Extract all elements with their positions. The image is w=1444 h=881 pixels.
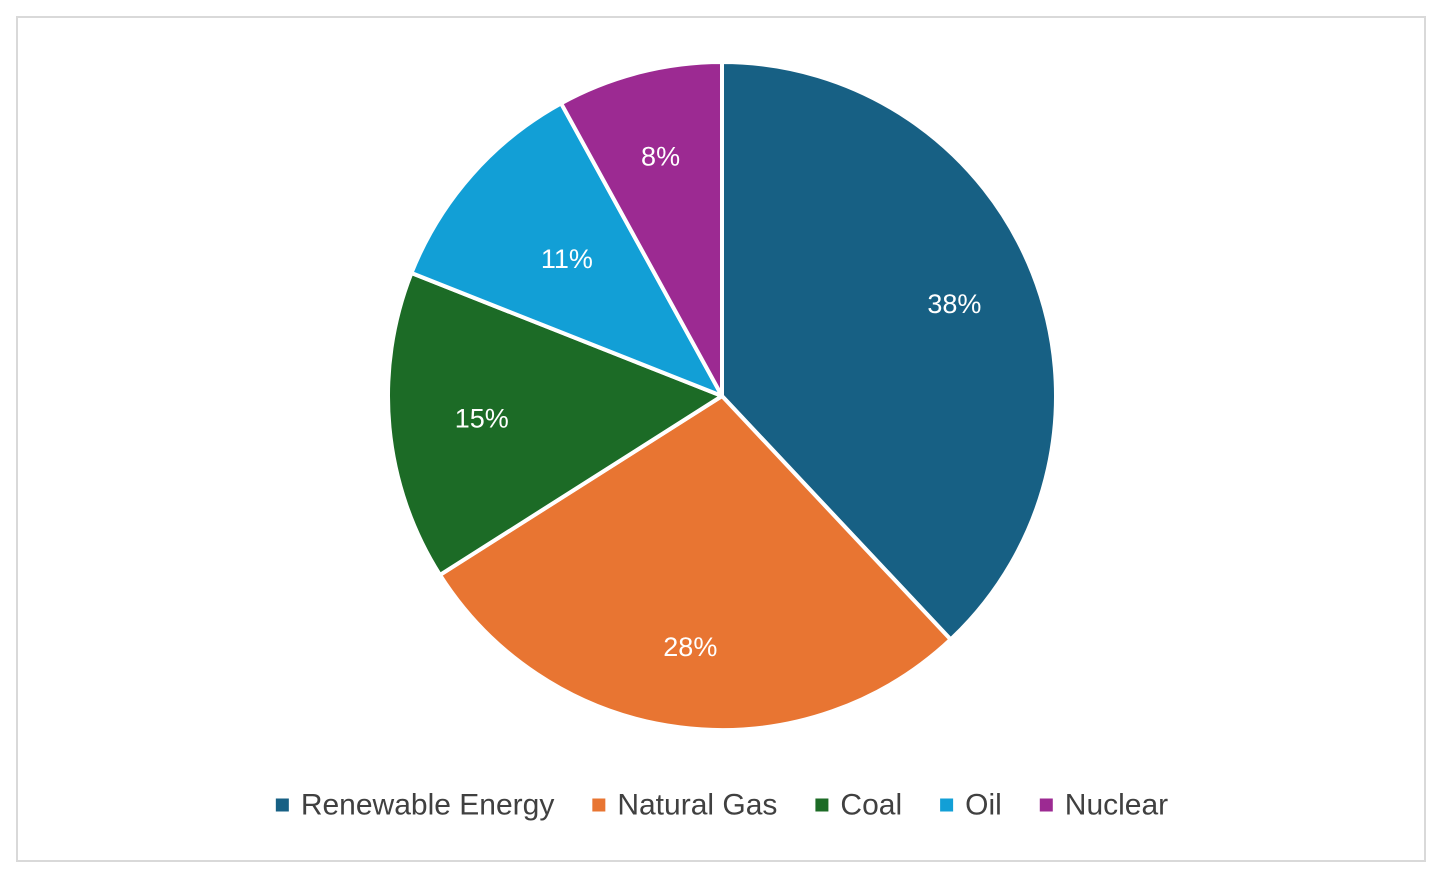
legend-item-oil: Oil [940,789,1002,822]
pie-data-labels: 38% 28% 15% 11% 8% [455,142,982,662]
pie-slices [386,60,1058,732]
legend-label-natural-gas: Natural Gas [617,789,777,822]
data-label-renewable-energy: 38% [927,289,981,319]
legend-label-oil: Oil [965,789,1002,822]
pie-slice-coal [386,271,724,577]
pie-slice-natural-gas [437,394,953,732]
legend-item-renewable-energy: Renewable Energy [275,789,555,822]
pie-slice-nuclear [559,60,724,398]
legend-swatch-coal [815,798,829,812]
legend-swatch-renewable-energy [275,798,289,812]
data-label-oil: 11% [541,244,593,274]
legend-item-coal: Coal [815,789,902,822]
legend-swatch-natural-gas [592,798,606,812]
legend-item-natural-gas: Natural Gas [592,789,777,822]
legend-label-coal: Coal [840,789,902,822]
legend: Renewable Energy Natural Gas Coal Oil Nuclea… [275,789,1168,822]
pie-slice-renewable-energy [720,60,1058,642]
pie-slice-oil [409,101,724,398]
legend-swatch-oil [940,798,954,812]
legend-label-renewable-energy: Renewable Energy [301,789,555,822]
legend-item-nuclear: Nuclear [1039,789,1168,822]
data-label-natural-gas: 28% [663,632,717,662]
legend-label-nuclear: Nuclear [1065,789,1168,822]
data-label-nuclear: 8% [641,142,680,172]
legend-swatch-nuclear [1039,798,1053,812]
data-label-coal: 15% [455,404,509,434]
